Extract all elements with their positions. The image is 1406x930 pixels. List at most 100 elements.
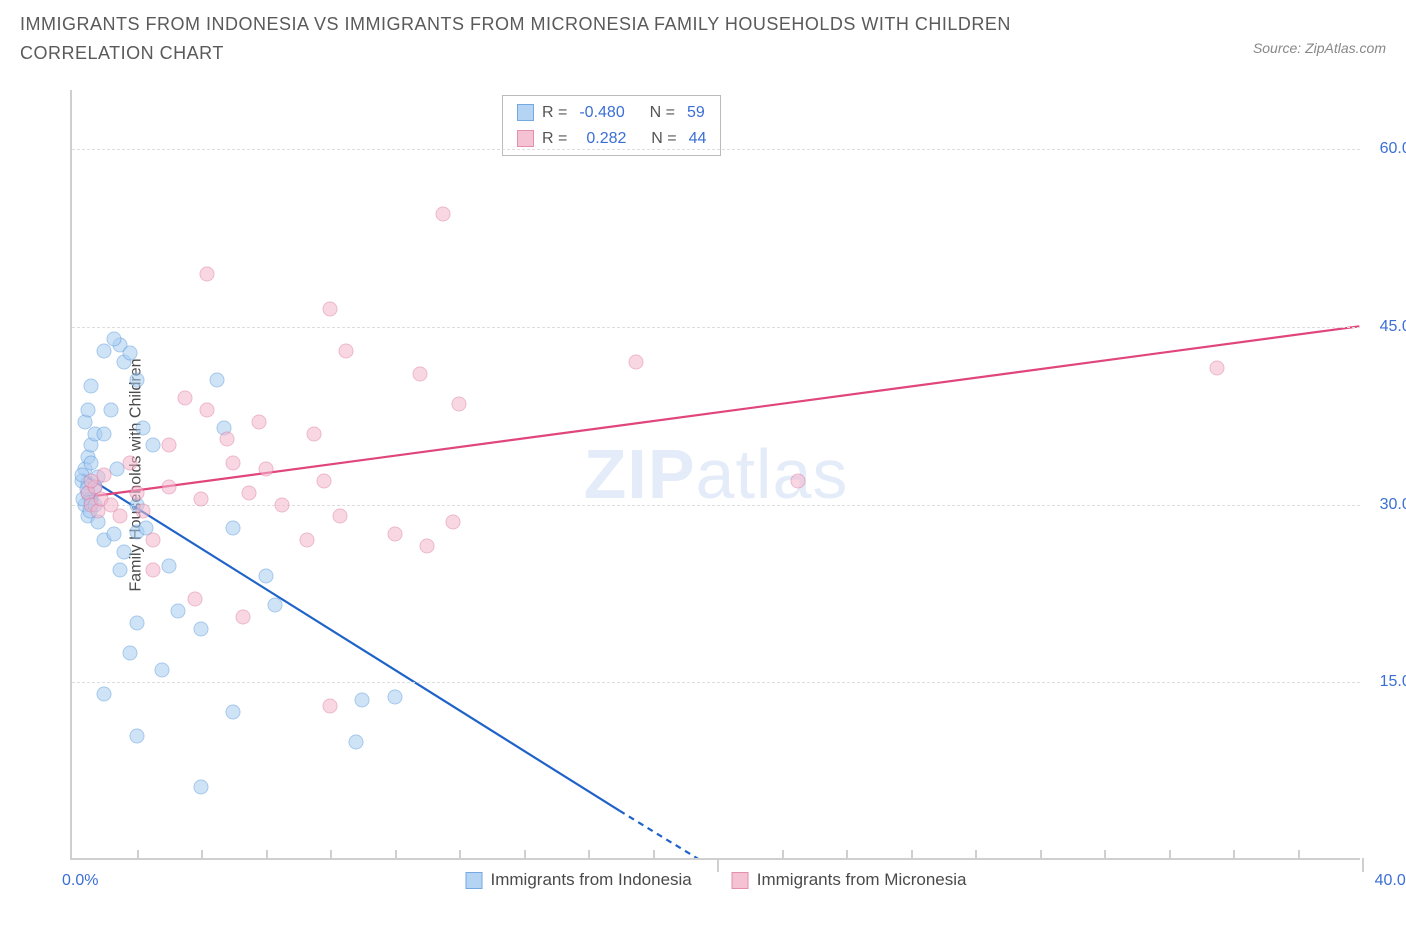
x-tick-major [1362, 858, 1364, 872]
y-tick-label: 30.0% [1380, 496, 1406, 514]
scatter-point [113, 509, 128, 524]
scatter-point [274, 497, 289, 512]
scatter-point [194, 491, 209, 506]
scatter-point [123, 345, 138, 360]
scatter-point [200, 402, 215, 417]
scatter-point [161, 479, 176, 494]
scatter-point [219, 432, 234, 447]
scatter-point [97, 426, 112, 441]
scatter-point [210, 373, 225, 388]
x-tick-minor [846, 850, 848, 860]
scatter-point [1209, 361, 1224, 376]
scatter-point [81, 402, 96, 417]
scatter-point [155, 663, 170, 678]
x-tick-minor [1298, 850, 1300, 860]
x-tick-minor [524, 850, 526, 860]
scatter-point [145, 533, 160, 548]
scatter-point [629, 355, 644, 370]
x-tick-minor [1233, 850, 1235, 860]
scatter-point [116, 545, 131, 560]
scatter-point [387, 527, 402, 542]
chart-title: IMMIGRANTS FROM INDONESIA VS IMMIGRANTS … [20, 10, 1120, 68]
scatter-point [161, 559, 176, 574]
scatter-point [123, 456, 138, 471]
x-tick-minor [588, 850, 590, 860]
scatter-point [171, 604, 186, 619]
scatter-point [258, 568, 273, 583]
r-value-micronesia: 0.282 [586, 126, 626, 152]
y-tick-label: 45.0% [1380, 318, 1406, 336]
legend-swatch-micronesia [732, 872, 749, 889]
swatch-indonesia [517, 104, 534, 121]
scatter-point [339, 343, 354, 358]
scatter-point [129, 616, 144, 631]
scatter-point [387, 689, 402, 704]
x-tick-minor [782, 850, 784, 860]
y-tick-label: 15.0% [1380, 673, 1406, 691]
scatter-point [145, 562, 160, 577]
swatch-micronesia [517, 130, 534, 147]
scatter-point [84, 456, 99, 471]
scatter-point [135, 420, 150, 435]
scatter-point [323, 699, 338, 714]
x-tick-minor [1169, 850, 1171, 860]
scatter-point [84, 379, 99, 394]
stats-legend-box: R = -0.480 N = 59 R = 0.282 N = 44 [502, 95, 721, 156]
scatter-point [452, 396, 467, 411]
scatter-point [200, 266, 215, 281]
scatter-point [106, 527, 121, 542]
scatter-point [323, 302, 338, 317]
scatter-point [129, 485, 144, 500]
scatter-point [355, 693, 370, 708]
scatter-point [97, 687, 112, 702]
x-tick-minor [266, 850, 268, 860]
scatter-point [103, 402, 118, 417]
scatter-point [161, 438, 176, 453]
scatter-point [268, 598, 283, 613]
scatter-point [435, 207, 450, 222]
x-tick-minor [1040, 850, 1042, 860]
x-tick-minor [395, 850, 397, 860]
x-tick-minor [137, 850, 139, 860]
scatter-point [316, 473, 331, 488]
x-tick-minor [975, 850, 977, 860]
legend-swatch-indonesia [466, 872, 483, 889]
scatter-point [97, 468, 112, 483]
scatter-point [226, 521, 241, 536]
x-tick-minor [330, 850, 332, 860]
scatter-point [145, 438, 160, 453]
scatter-point [187, 592, 202, 607]
x-tick-minor [911, 850, 913, 860]
stats-row-micronesia: R = 0.282 N = 44 [517, 126, 706, 152]
legend-item-micronesia: Immigrants from Micronesia [732, 870, 967, 890]
scatter-point [194, 622, 209, 637]
scatter-point [226, 456, 241, 471]
gridline [72, 505, 1360, 506]
scatter-point [123, 645, 138, 660]
scatter-point [242, 485, 257, 500]
watermark: ZIPatlas [584, 434, 849, 514]
scatter-point [113, 562, 128, 577]
x-tick-major [717, 858, 719, 872]
scatter-point [258, 462, 273, 477]
x-tick-minor [201, 850, 203, 860]
x-axis-label-max: 40.0% [1375, 872, 1406, 890]
scatter-point [177, 391, 192, 406]
gridline [72, 682, 1360, 683]
scatter-point [135, 503, 150, 518]
scatter-point [332, 509, 347, 524]
scatter-point [129, 373, 144, 388]
source-label: Source: ZipAtlas.com [1253, 40, 1386, 56]
scatter-point [306, 426, 321, 441]
plot-area: ZIPatlas R = -0.480 N = 59 R = 0.282 N =… [70, 90, 1360, 860]
y-tick-label: 60.0% [1380, 140, 1406, 158]
stats-row-indonesia: R = -0.480 N = 59 [517, 100, 706, 126]
gridline [72, 149, 1360, 150]
legend-item-indonesia: Immigrants from Indonesia [466, 870, 692, 890]
x-tick-minor [653, 850, 655, 860]
x-tick-minor [459, 850, 461, 860]
scatter-point [790, 473, 805, 488]
scatter-point [106, 331, 121, 346]
n-value-indonesia: 59 [687, 100, 705, 126]
r-value-indonesia: -0.480 [579, 100, 624, 126]
